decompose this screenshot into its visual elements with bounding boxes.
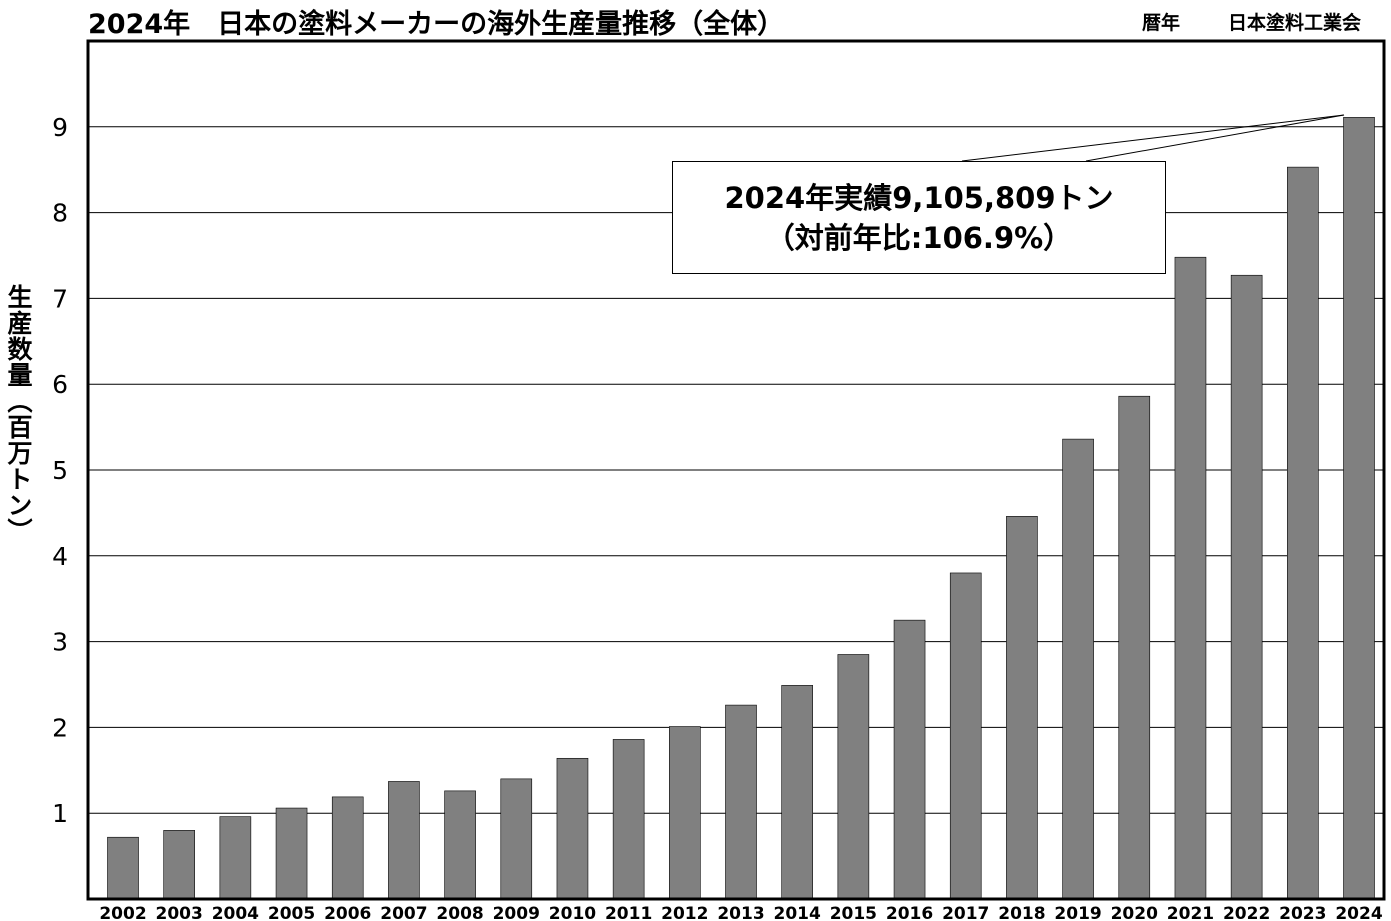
bar-2016: [893, 619, 926, 900]
x-tick-label: 2004: [212, 904, 259, 921]
bar-2019: [1062, 438, 1094, 900]
callout-leader-line-2: [1085, 114, 1345, 162]
chart-title: 2024年 日本の塗料メーカーの海外生産量推移（全体）: [88, 9, 785, 40]
bar-2015: [837, 654, 870, 900]
y-tick-label: 7: [52, 284, 68, 313]
x-tick-label: 2019: [1054, 904, 1101, 921]
x-tick-label: 2015: [830, 904, 877, 921]
bar-2014: [781, 685, 813, 900]
bar-2007: [388, 781, 420, 900]
y-tick-label: 6: [52, 370, 68, 399]
bar-2008: [444, 790, 476, 900]
x-tick-label: 2005: [268, 904, 315, 921]
x-tick-label: 2008: [436, 904, 483, 921]
bars: [107, 117, 1375, 900]
y-axis-label: 生産数量（百万トン）: [4, 284, 33, 544]
y-tick-label: 9: [52, 113, 68, 142]
bar-2024: [1343, 117, 1375, 900]
x-tick-label: 2021: [1167, 904, 1214, 921]
source-label: 日本塗料工業会: [1228, 12, 1362, 34]
callout-line-1: 2024年実績9,105,809トン: [724, 180, 1114, 215]
x-tick-label: 2017: [942, 904, 989, 921]
callout-leader-line-1: [961, 114, 1345, 162]
bar-2023: [1287, 166, 1319, 900]
x-tick-label: 2018: [998, 904, 1045, 921]
callout-leader-lines: [961, 114, 1345, 162]
bar-2017: [949, 572, 982, 900]
bar-2006: [331, 796, 364, 900]
bar-2013: [725, 704, 757, 900]
bar-2012: [669, 726, 701, 900]
bar-2003: [163, 830, 195, 900]
plot-area-frame: [86, 39, 1386, 901]
bar-2009: [500, 778, 533, 900]
x-tick-label: 2022: [1223, 904, 1270, 921]
x-tick-label: 2006: [324, 904, 371, 921]
x-tick-label: 2011: [605, 904, 652, 921]
x-tick-label: 2009: [493, 904, 540, 921]
y-tick-label: 5: [52, 456, 68, 485]
x-tick-label: 2023: [1279, 904, 1326, 921]
x-tick-label: 2013: [717, 904, 764, 921]
x-tick-label: 2007: [380, 904, 427, 921]
x-tick-label: 2002: [99, 904, 146, 921]
x-tick-label: 2012: [661, 904, 708, 921]
callout-line-2: （対前年比:106.9%）: [765, 220, 1073, 255]
bar-2004: [219, 816, 252, 900]
x-tick-label: 2010: [549, 904, 596, 921]
bar-2005: [275, 807, 308, 900]
x-tick-label: 2016: [886, 904, 933, 921]
x-tick-label: 2014: [774, 904, 821, 921]
y-tick-label: 3: [52, 628, 68, 657]
x-tick-labels: 2002 2003 2004 2005 2006 2007 2008 2009 2010 2011…: [99, 904, 1382, 921]
y-tick-label: 4: [52, 542, 68, 571]
bar-2020: [1118, 395, 1151, 900]
y-tick-label: 2: [52, 713, 68, 742]
bar-2011: [612, 739, 645, 900]
x-tick-label: 2020: [1111, 904, 1158, 921]
basis-label: 暦年: [1142, 12, 1181, 34]
bar-2018: [1006, 516, 1038, 900]
y-tick-label: 8: [52, 199, 68, 228]
bar-2021: [1174, 256, 1207, 900]
bar-2010: [556, 757, 589, 900]
x-tick-label: 2003: [156, 904, 203, 921]
y-tick-label: 1: [52, 799, 68, 828]
x-tick-label: 2024: [1335, 904, 1382, 921]
bar-2022: [1230, 274, 1263, 900]
bar-2002: [107, 836, 139, 900]
y-tick-labels: 1 2 3 4 5 6 7 8 9: [52, 113, 68, 828]
callout-box: 2024年実績9,105,809トン （対前年比:106.9%）: [672, 161, 1166, 274]
